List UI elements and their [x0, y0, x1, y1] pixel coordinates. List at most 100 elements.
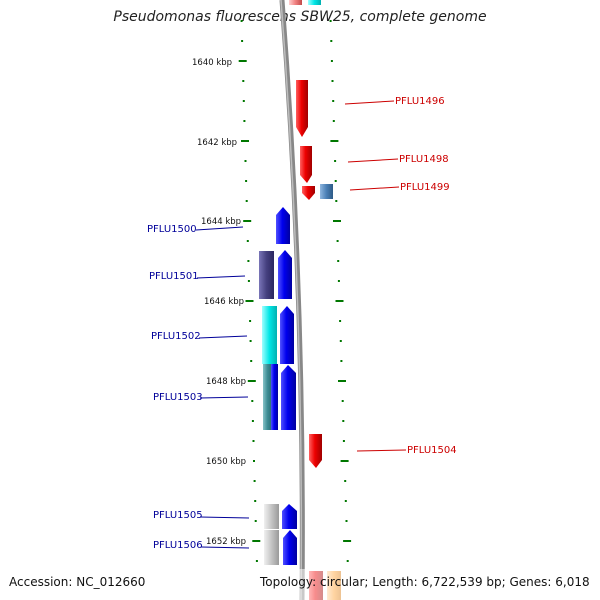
minor-tick — [336, 240, 339, 242]
minor-tick — [241, 40, 244, 42]
minor-tick — [245, 200, 248, 202]
minor-tick — [254, 500, 257, 502]
major-tick — [241, 140, 249, 142]
minor-tick — [329, 20, 332, 22]
gene-PFLU1498[interactable] — [302, 186, 315, 200]
gene-label-PFLU1505[interactable]: PFLU1505 — [153, 510, 203, 521]
minor-tick — [254, 520, 257, 522]
minor-tick — [249, 320, 252, 322]
major-tick — [333, 220, 341, 222]
major-tick — [252, 540, 261, 542]
gene-label-PFLU1504[interactable]: PFLU1504 — [407, 445, 457, 456]
minor-tick — [330, 40, 333, 42]
major-tick — [330, 140, 339, 142]
tick-label: 1646 kbp — [204, 297, 244, 307]
minor-tick — [344, 500, 347, 502]
minor-tick — [337, 280, 340, 282]
forward-gene-labels: PFLU1496 PFLU1498 PFLU1499 PFLU1504 — [344, 96, 457, 456]
reverse-genes — [259, 207, 297, 565]
gene-label-PFLU1498[interactable]: PFLU1498 — [399, 154, 449, 165]
tick-label: 1642 kbp — [197, 138, 237, 148]
reverse-gene-labels: PFLU1500 PFLU1501 PFLU1502 PFLU1503 PFLU… — [147, 224, 250, 551]
tick-label: 1640 kbp — [192, 58, 232, 68]
minor-tick — [337, 260, 340, 262]
minor-tick — [335, 200, 338, 202]
major-tick — [238, 60, 247, 62]
gene-partial-top — [289, 0, 321, 5]
minor-tick — [249, 340, 252, 342]
minor-tick — [342, 440, 345, 442]
major-tick — [243, 220, 252, 222]
gene-label-PFLU1496[interactable]: PFLU1496 — [395, 96, 445, 107]
gene-PFLU1503-domain[interactable] — [263, 364, 272, 430]
tick-label: 1650 kbp — [206, 457, 246, 467]
minor-tick — [247, 260, 250, 262]
minor-tick — [244, 160, 247, 162]
reverse-track-ticks — [238, 20, 261, 562]
minor-tick — [245, 180, 248, 182]
gene-PFLU1501[interactable] — [278, 250, 292, 299]
minor-tick — [339, 320, 342, 322]
gene-label-PFLU1500[interactable]: PFLU1500 — [147, 224, 197, 235]
gene-label-PFLU1502[interactable]: PFLU1502 — [151, 331, 201, 342]
minor-tick — [252, 440, 255, 442]
accession-text: Accession: NC_012660 — [9, 575, 146, 589]
tick-label: 1652 kbp — [206, 537, 246, 547]
major-tick — [340, 460, 349, 462]
gene-PFLU1505[interactable] — [282, 504, 297, 529]
minor-tick — [242, 80, 245, 82]
genome-backbone — [279, 0, 305, 600]
minor-tick — [344, 480, 347, 482]
gene-label-PFLU1506[interactable]: PFLU1506 — [153, 540, 203, 551]
gene-label-PFLU1499[interactable]: PFLU1499 — [400, 182, 450, 193]
gene-PFLU1501-domain[interactable] — [259, 251, 274, 299]
gene-label-PFLU1501[interactable]: PFLU1501 — [149, 271, 199, 282]
tick-label: 1648 kbp — [206, 377, 246, 387]
minor-tick — [340, 360, 343, 362]
genome-summary-text: Topology: circular; Length: 6,722,539 bp… — [260, 575, 590, 589]
minor-tick — [253, 480, 256, 482]
gene-PFLU1499[interactable] — [320, 184, 333, 199]
minor-tick — [330, 60, 333, 62]
gene-PFLU1506-domain[interactable] — [264, 530, 279, 565]
minor-tick — [251, 400, 254, 402]
minor-tick — [345, 520, 348, 522]
minor-tick — [341, 400, 344, 402]
major-tick — [245, 300, 254, 302]
minor-tick — [240, 20, 243, 22]
gene-PFLU1497[interactable] — [300, 146, 312, 183]
gene-PFLU1504[interactable] — [309, 434, 322, 468]
minor-tick — [346, 560, 349, 562]
minor-tick — [342, 420, 345, 422]
major-tick — [338, 380, 346, 382]
minor-tick — [332, 120, 335, 122]
gene-PFLU1500[interactable] — [276, 207, 290, 244]
minor-tick — [334, 160, 337, 162]
gene-PFLU1496[interactable] — [296, 80, 308, 137]
map-title: Pseudomonas fluorescens SBW25, complete … — [113, 9, 487, 25]
gene-PFLU1502-domain[interactable] — [262, 306, 277, 364]
position-axis: 1640 kbp 1642 kbp 1644 kbp 1646 kbp 1648… — [192, 58, 246, 547]
minor-tick — [243, 120, 246, 122]
gene-PFLU1503[interactable] — [281, 365, 296, 430]
minor-tick — [251, 420, 254, 422]
forward-track-ticks — [329, 20, 352, 562]
tick-label: 1644 kbp — [201, 217, 241, 227]
minor-tick — [247, 280, 250, 282]
minor-tick — [331, 80, 334, 82]
minor-tick — [255, 560, 258, 562]
minor-tick — [246, 240, 249, 242]
major-tick — [335, 300, 344, 302]
gene-PFLU1505-domain[interactable] — [264, 504, 279, 529]
major-tick — [343, 540, 352, 542]
minor-tick — [250, 360, 253, 362]
minor-tick — [242, 100, 245, 102]
minor-tick — [253, 460, 255, 462]
gene-PFLU1506[interactable] — [283, 530, 297, 565]
minor-tick — [339, 340, 342, 342]
minor-tick — [334, 180, 337, 182]
major-tick — [247, 380, 256, 382]
gene-label-PFLU1503[interactable]: PFLU1503 — [153, 392, 203, 403]
gene-PFLU1502[interactable] — [280, 306, 294, 364]
